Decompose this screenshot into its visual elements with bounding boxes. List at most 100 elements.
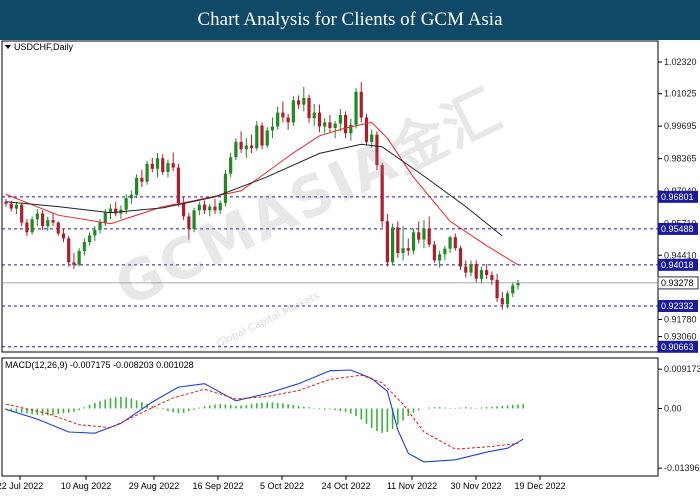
candle-body xyxy=(375,134,379,166)
candle-body xyxy=(40,213,45,227)
candle-body xyxy=(140,177,144,182)
candle-body xyxy=(291,100,295,123)
candle-body xyxy=(286,117,290,123)
current-price-label: 0.93278 xyxy=(661,278,694,288)
x-tick-label: 19 Dec 2022 xyxy=(514,481,565,491)
candle-body xyxy=(296,100,301,105)
candle-body xyxy=(72,262,76,265)
candle-body xyxy=(129,194,133,199)
candle-body xyxy=(77,251,81,265)
candle-body xyxy=(333,123,337,128)
candle-body xyxy=(20,204,24,223)
candle-body xyxy=(244,145,248,150)
candle-body xyxy=(87,235,92,243)
candle-body xyxy=(427,228,431,245)
candle-body xyxy=(192,210,196,230)
candle-body xyxy=(51,220,55,223)
price-tick-label: 0.91780 xyxy=(664,315,697,325)
price-tick-label: 0.94410 xyxy=(664,250,697,260)
candle-body xyxy=(161,158,165,172)
candle-body xyxy=(443,248,447,255)
x-tick-label: 29 Aug 2022 xyxy=(129,481,180,491)
level-label: 0.94018 xyxy=(661,260,694,270)
macd-tick-label: 0.00 xyxy=(664,403,682,413)
candle-body xyxy=(276,112,280,127)
candle-body xyxy=(197,204,201,211)
dropdown-triangle-icon xyxy=(5,45,11,49)
price-tick-label: 1.01025 xyxy=(664,89,697,99)
candle-body xyxy=(145,163,149,182)
x-tick-label: 22 Jul 2022 xyxy=(0,481,43,491)
candle-body xyxy=(155,158,160,169)
price-panel-title: USDCHF,Daily xyxy=(14,42,74,52)
candle-body xyxy=(411,232,416,251)
candle-body xyxy=(239,141,243,150)
candle-body xyxy=(98,222,102,230)
signal-line xyxy=(5,374,519,450)
candle-body xyxy=(380,165,384,222)
chart-background xyxy=(0,40,700,500)
price-panel: 1.023201.010250.996950.983650.970400.957… xyxy=(1,40,699,353)
level-label: 0.95488 xyxy=(661,224,694,234)
level-label: 0.92332 xyxy=(661,301,694,311)
macd-tick-label: 0.009173 xyxy=(664,364,700,374)
candle-body xyxy=(385,221,389,263)
x-tick-label: 11 Nov 2022 xyxy=(387,481,437,491)
candle-body xyxy=(354,91,358,125)
candle-body xyxy=(406,248,410,251)
level-tag xyxy=(658,300,698,313)
candle-body xyxy=(61,233,66,239)
macd-line xyxy=(5,369,524,463)
chart-canvas: 1.023201.010250.996950.983650.970400.957… xyxy=(0,40,700,500)
candle-body xyxy=(422,228,426,240)
candle-body xyxy=(312,112,316,119)
banner-title: Chart Analysis for Clients of GCM Asia xyxy=(0,0,700,40)
candle-body xyxy=(328,122,332,128)
price-tick-label: 0.93060 xyxy=(664,332,697,342)
level-tag xyxy=(658,258,698,271)
candle-body xyxy=(490,275,494,280)
price-tick-label: 1.02320 xyxy=(664,57,697,67)
candle-body xyxy=(234,141,238,158)
candle-body xyxy=(516,283,520,286)
candle-body xyxy=(25,222,29,233)
candle-body xyxy=(270,126,275,131)
x-tick-label: 5 Oct 2022 xyxy=(260,481,304,491)
candle-body xyxy=(469,264,473,273)
candle-body xyxy=(343,115,348,134)
candle-body xyxy=(67,238,71,263)
candle-body xyxy=(35,213,39,220)
candle-body xyxy=(474,264,478,279)
candle-body xyxy=(223,173,228,203)
macd-frame xyxy=(1,357,659,477)
x-tick-label: 16 Sep 2022 xyxy=(192,481,243,491)
candle-body xyxy=(249,145,254,149)
candle-body xyxy=(349,124,353,134)
current-price-tag xyxy=(657,276,699,290)
candle-body xyxy=(479,270,484,279)
candle-body xyxy=(317,112,322,127)
x-tick-label: 24 Oct 2022 xyxy=(321,481,370,491)
candle-body xyxy=(396,227,400,254)
candle-body xyxy=(14,204,19,209)
candle-body xyxy=(30,219,34,233)
candle-body xyxy=(391,227,395,263)
candle-body xyxy=(338,115,342,124)
candle-body xyxy=(218,202,222,211)
candle-body xyxy=(485,270,489,276)
candle-body xyxy=(187,216,191,230)
candle-body xyxy=(323,122,327,127)
candle-body xyxy=(150,163,154,169)
candle-body xyxy=(93,229,97,236)
candle-body xyxy=(255,125,259,149)
level-label: 0.90663 xyxy=(661,342,694,352)
candle-body xyxy=(511,285,515,294)
level-tag xyxy=(658,340,698,353)
candle-body xyxy=(229,157,233,174)
candle-body xyxy=(176,167,181,203)
candle-body xyxy=(208,206,212,211)
macd-panel-title: MACD(12,26,9) -0.007175 -0.008203 0.0010… xyxy=(5,360,194,370)
candle-body xyxy=(302,97,306,105)
candle-body xyxy=(495,279,499,299)
ma-fast-line xyxy=(5,121,519,266)
